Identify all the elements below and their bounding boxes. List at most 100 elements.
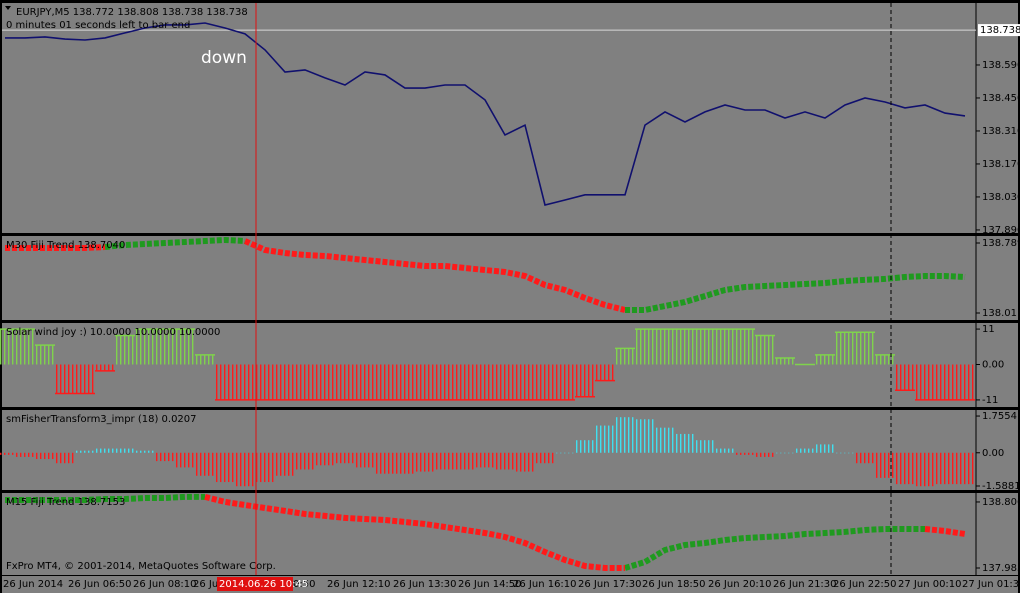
bar bbox=[595, 364, 615, 381]
bar bbox=[235, 364, 255, 400]
bar bbox=[455, 452, 475, 470]
bar bbox=[555, 452, 575, 454]
bar bbox=[175, 329, 195, 365]
bar bbox=[435, 364, 455, 400]
bar bbox=[15, 329, 35, 365]
bar bbox=[15, 452, 35, 457]
bar bbox=[715, 329, 735, 365]
bar bbox=[495, 452, 515, 470]
y-tick-label: 138.590 bbox=[982, 60, 1020, 71]
y-tick-label: 137.890 bbox=[982, 225, 1020, 236]
bar bbox=[535, 364, 555, 400]
bar bbox=[115, 448, 135, 453]
bar bbox=[735, 452, 755, 455]
series-line bbox=[104, 236, 966, 313]
bar bbox=[95, 364, 115, 371]
bar bbox=[495, 364, 515, 400]
bar bbox=[455, 364, 475, 400]
panel bbox=[2, 410, 1018, 490]
panel-subtitle: 0 minutes 01 seconds left to bar end bbox=[6, 20, 190, 31]
x-tick-label: 0:50 bbox=[293, 579, 315, 590]
x-tick-label: 26 Jun 18:50 bbox=[642, 579, 706, 590]
bar bbox=[655, 329, 675, 365]
bar bbox=[635, 419, 655, 453]
bar bbox=[955, 364, 975, 400]
bar bbox=[775, 358, 795, 365]
panel bbox=[2, 236, 1018, 320]
bar bbox=[415, 364, 435, 400]
bid-label-box bbox=[978, 24, 1020, 37]
panel bbox=[2, 3, 1018, 233]
bar bbox=[595, 425, 615, 453]
bar bbox=[675, 329, 695, 365]
bar bbox=[355, 452, 375, 468]
y-tick-label: -1.5881 bbox=[982, 481, 1020, 492]
bar bbox=[695, 440, 715, 453]
bar bbox=[195, 452, 215, 476]
panel-title: smFisherTransform3_impr (18) 0.0207 bbox=[6, 414, 197, 425]
bar bbox=[855, 452, 875, 464]
panel-title: M15 Fiji Trend 138.7153 bbox=[6, 497, 125, 508]
bar bbox=[155, 329, 175, 365]
bar bbox=[935, 364, 955, 400]
bar bbox=[395, 452, 415, 474]
bar bbox=[515, 452, 535, 472]
bar bbox=[35, 345, 55, 365]
bar bbox=[475, 452, 495, 468]
bid-label: 138.738 bbox=[980, 25, 1020, 36]
y-tick-label: 138.030 bbox=[982, 192, 1020, 203]
bar bbox=[0, 452, 15, 455]
bar bbox=[735, 329, 755, 365]
bar bbox=[255, 452, 275, 483]
bar bbox=[315, 364, 335, 400]
y-tick-label: 0.00 bbox=[982, 448, 1004, 459]
x-tick-label: 26 Jun 08:10 bbox=[133, 579, 197, 590]
bar bbox=[775, 452, 795, 454]
x-tick-label: 26 Jun 14:50 bbox=[458, 579, 522, 590]
bar bbox=[915, 364, 935, 400]
x-tick-label: 26 Jun 13:30 bbox=[393, 579, 457, 590]
series-line bbox=[5, 22, 966, 206]
x-tick-label: 26 Jun bbox=[193, 579, 225, 590]
bar bbox=[475, 364, 495, 400]
bar bbox=[835, 452, 855, 454]
bar bbox=[95, 448, 115, 453]
bar bbox=[375, 364, 395, 400]
bar bbox=[75, 450, 95, 453]
bar bbox=[755, 335, 775, 365]
bar bbox=[515, 364, 535, 400]
bar bbox=[935, 452, 955, 485]
y-tick-label: -11 bbox=[982, 395, 998, 406]
bar bbox=[275, 364, 295, 400]
bar bbox=[335, 452, 355, 464]
bar bbox=[295, 452, 315, 470]
cursor-label: 2014.06.26 10:45 bbox=[219, 579, 308, 590]
annotation: down bbox=[201, 48, 247, 68]
bar bbox=[195, 354, 215, 365]
bar bbox=[755, 452, 775, 457]
y-tick-label: 138.310 bbox=[982, 126, 1020, 137]
bar bbox=[115, 335, 135, 365]
bar bbox=[715, 448, 735, 453]
x-tick-label: 26 Jun 22:50 bbox=[833, 579, 897, 590]
series-line bbox=[204, 493, 966, 571]
bar bbox=[835, 332, 855, 365]
y-tick-label: 138.170 bbox=[982, 159, 1020, 170]
bar bbox=[815, 444, 835, 453]
x-tick-label: 27 Jun 00:10 bbox=[898, 579, 962, 590]
bar bbox=[675, 433, 695, 453]
bar bbox=[795, 448, 815, 453]
x-tick-label: 27 Jun 01:30 bbox=[962, 579, 1020, 590]
panel-title: EURJPY,M5 138.772 138.808 138.738 138.73… bbox=[16, 7, 248, 18]
bar bbox=[815, 354, 835, 365]
bar bbox=[175, 452, 195, 468]
x-tick-label: 26 Jun 16:10 bbox=[513, 579, 577, 590]
bar bbox=[415, 452, 435, 472]
bar bbox=[155, 452, 175, 462]
bar bbox=[55, 364, 75, 394]
bar bbox=[75, 364, 95, 394]
bar bbox=[335, 364, 355, 400]
bar bbox=[395, 364, 415, 400]
bar bbox=[855, 332, 875, 365]
